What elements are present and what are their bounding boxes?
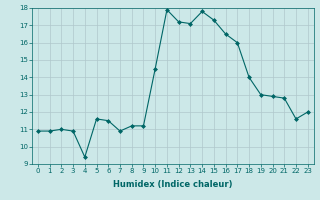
X-axis label: Humidex (Indice chaleur): Humidex (Indice chaleur) (113, 180, 233, 189)
